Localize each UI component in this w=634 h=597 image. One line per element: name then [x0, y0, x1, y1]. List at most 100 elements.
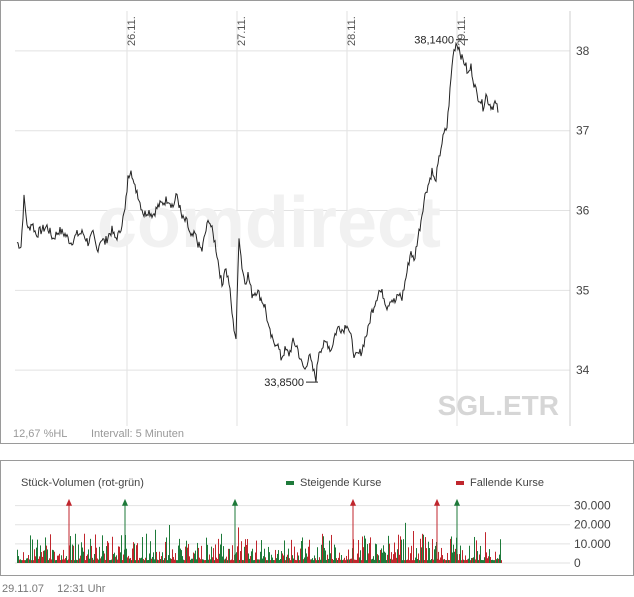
- volume-bar: [368, 553, 369, 563]
- volume-bar: [442, 555, 443, 563]
- volume-bar: [376, 544, 377, 563]
- volume-bar: [360, 550, 361, 563]
- volume-bar: [428, 541, 429, 563]
- volume-bar: [211, 546, 212, 563]
- volume-bar: [97, 558, 98, 563]
- volume-bar: [399, 554, 400, 563]
- volume-bar: [41, 552, 42, 563]
- volume-bar: [403, 539, 404, 563]
- volume-bar: [495, 551, 496, 563]
- volume-bar: [92, 557, 93, 563]
- volume-bar: [224, 559, 225, 563]
- volume-bar: [299, 560, 300, 563]
- volume-bar: [244, 546, 245, 563]
- volume-bar: [73, 545, 74, 563]
- volume-bar: [274, 560, 275, 563]
- volume-bar: [454, 551, 455, 563]
- volume-bar: [400, 536, 401, 563]
- volume-bar: [182, 556, 183, 563]
- volume-bar: [199, 557, 200, 563]
- volume-bar: [337, 560, 338, 563]
- volume-bar: [48, 560, 49, 563]
- volume-bar: [406, 560, 407, 563]
- volume-bar: [167, 560, 168, 563]
- volume-bar: [243, 560, 244, 563]
- volume-bar: [476, 540, 477, 563]
- volume-bar: [172, 549, 173, 563]
- volume-bar: [287, 554, 288, 563]
- volume-bar: [99, 546, 100, 563]
- volume-bar: [336, 558, 337, 563]
- volume-bar: [493, 560, 494, 563]
- volume-bar: [381, 548, 382, 563]
- volume-bar: [170, 558, 171, 563]
- volume-bar: [24, 560, 25, 563]
- volume-bar: [21, 560, 22, 563]
- volume-bar: [500, 539, 501, 563]
- volume-bar: [66, 556, 67, 563]
- volume-bar: [248, 553, 249, 563]
- volume-bar: [178, 545, 179, 563]
- volume-bar: [195, 550, 196, 563]
- volume-bar: [435, 545, 436, 563]
- volume-bar: [418, 553, 419, 563]
- volume-bar: [461, 560, 462, 563]
- volume-bar: [444, 559, 445, 563]
- volume-bar: [294, 546, 295, 563]
- volume-bar: [340, 559, 341, 563]
- volume-bar: [135, 560, 136, 563]
- volume-bar: [491, 559, 492, 563]
- volume-bar: [225, 558, 226, 563]
- volume-bar: [165, 541, 166, 563]
- volume-bar: [162, 552, 163, 563]
- volume-bar: [314, 555, 315, 563]
- volume-bar: [219, 553, 220, 563]
- volume-bar: [94, 553, 95, 563]
- volume-bar: [201, 545, 202, 563]
- volume-bar: [74, 560, 75, 563]
- price-tick-label: 34: [576, 363, 590, 377]
- volume-bar: [475, 559, 476, 563]
- volume-bar: [67, 560, 68, 563]
- volume-bar: [222, 556, 223, 563]
- volume-bar: [151, 558, 152, 563]
- volume-bar: [434, 549, 435, 563]
- volume-bar: [291, 539, 292, 563]
- volume-bar: [50, 534, 51, 563]
- volume-bar: [144, 560, 145, 563]
- volume-bar: [110, 560, 111, 563]
- volume-bar: [220, 544, 221, 563]
- volume-bar: [136, 545, 137, 563]
- volume-bar: [171, 558, 172, 563]
- volume-bar: [81, 542, 82, 563]
- volume-bar: [271, 554, 272, 563]
- volume-bar: [168, 555, 169, 563]
- volume-bar: [477, 551, 478, 563]
- volume-bar: [145, 557, 146, 563]
- volume-bar: [487, 558, 488, 563]
- volume-bar: [266, 560, 267, 563]
- volume-bar: [196, 559, 197, 563]
- volume-tick-label: 0: [574, 556, 581, 570]
- volume-bar: [501, 560, 502, 563]
- volume-bar: [426, 548, 427, 563]
- volume-bar: [312, 558, 313, 563]
- volume-bar: [330, 553, 331, 563]
- volume-bar: [270, 560, 271, 563]
- volume-bar: [126, 548, 127, 563]
- volume-bar: [304, 557, 305, 563]
- volume-bar: [351, 558, 352, 563]
- volume-bar: [325, 550, 326, 563]
- volume-bar: [322, 533, 323, 563]
- volume-bar: [46, 545, 47, 563]
- volume-bar: [261, 540, 262, 563]
- volume-bar: [459, 554, 460, 563]
- volume-bar: [313, 560, 314, 563]
- volume-bar: [331, 534, 332, 563]
- volume-bar: [179, 538, 180, 563]
- volume-bar: [133, 542, 134, 563]
- volume-bar: [163, 560, 164, 563]
- volume-bar: [150, 541, 151, 563]
- volume-bar: [496, 559, 497, 563]
- volume-bar: [91, 545, 92, 563]
